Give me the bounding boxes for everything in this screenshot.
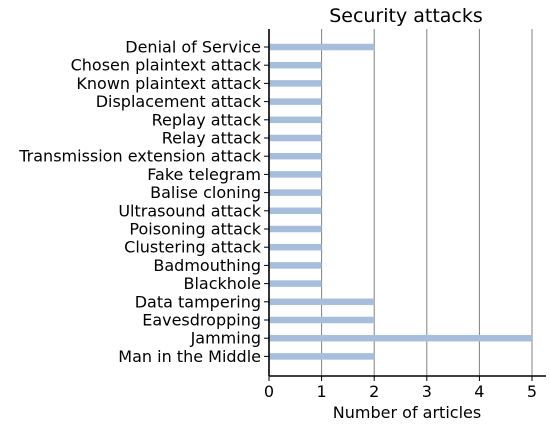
bar: [269, 152, 322, 160]
axes: [264, 29, 546, 381]
bar: [269, 334, 532, 342]
bar: [269, 116, 322, 124]
bar: [269, 262, 322, 269]
x-tick-label: 3: [422, 382, 432, 401]
category-label: Poisoning attack: [129, 220, 261, 239]
category-label: Ultrasound attack: [118, 201, 261, 220]
bar: [269, 80, 322, 87]
category-label: Transmission extension attack: [18, 147, 261, 166]
x-tick-label: 4: [474, 382, 484, 401]
x-tick-label: 0: [264, 382, 274, 401]
category-label: Blackhole: [183, 274, 261, 293]
category-label: Data tampering: [135, 292, 261, 311]
category-label: Eavesdropping: [142, 311, 261, 330]
category-label: Badmouthing: [153, 256, 261, 275]
category-label: Known plaintext attack: [76, 74, 261, 93]
bar: [269, 61, 322, 69]
bars: [269, 43, 532, 360]
bar: [269, 189, 322, 196]
bar: [269, 98, 322, 105]
bar: [269, 353, 375, 360]
category-label: Replay attack: [152, 110, 262, 129]
category-label: Jamming: [190, 329, 261, 348]
category-label: Denial of Service: [125, 38, 261, 57]
bar: [269, 316, 375, 324]
x-axis-title: Number of articles: [333, 403, 481, 422]
category-label: Chosen plaintext attack: [71, 56, 262, 75]
category-label: Balise cloning: [150, 183, 261, 202]
bar: [269, 298, 375, 306]
x-tick-labels: 0 1 2 3 4 5: [264, 382, 537, 401]
bar: [269, 225, 322, 233]
chart-title: Security attacks: [329, 5, 483, 27]
grid-lines: [321, 29, 533, 376]
bar: [269, 280, 322, 287]
category-label: Displacement attack: [96, 92, 262, 111]
category-label: Man in the Middle: [118, 347, 261, 366]
bar: [269, 43, 375, 51]
bar: [269, 243, 322, 251]
x-tick-label: 5: [527, 382, 537, 401]
bar: [269, 171, 322, 178]
bar: [269, 207, 322, 215]
x-tick-label: 2: [369, 382, 379, 401]
category-label: Clustering attack: [124, 238, 262, 257]
category-label: Relay attack: [162, 129, 262, 148]
bar: [269, 134, 322, 142]
category-label: Fake telegram: [147, 165, 261, 184]
x-tick-label: 1: [317, 382, 327, 401]
